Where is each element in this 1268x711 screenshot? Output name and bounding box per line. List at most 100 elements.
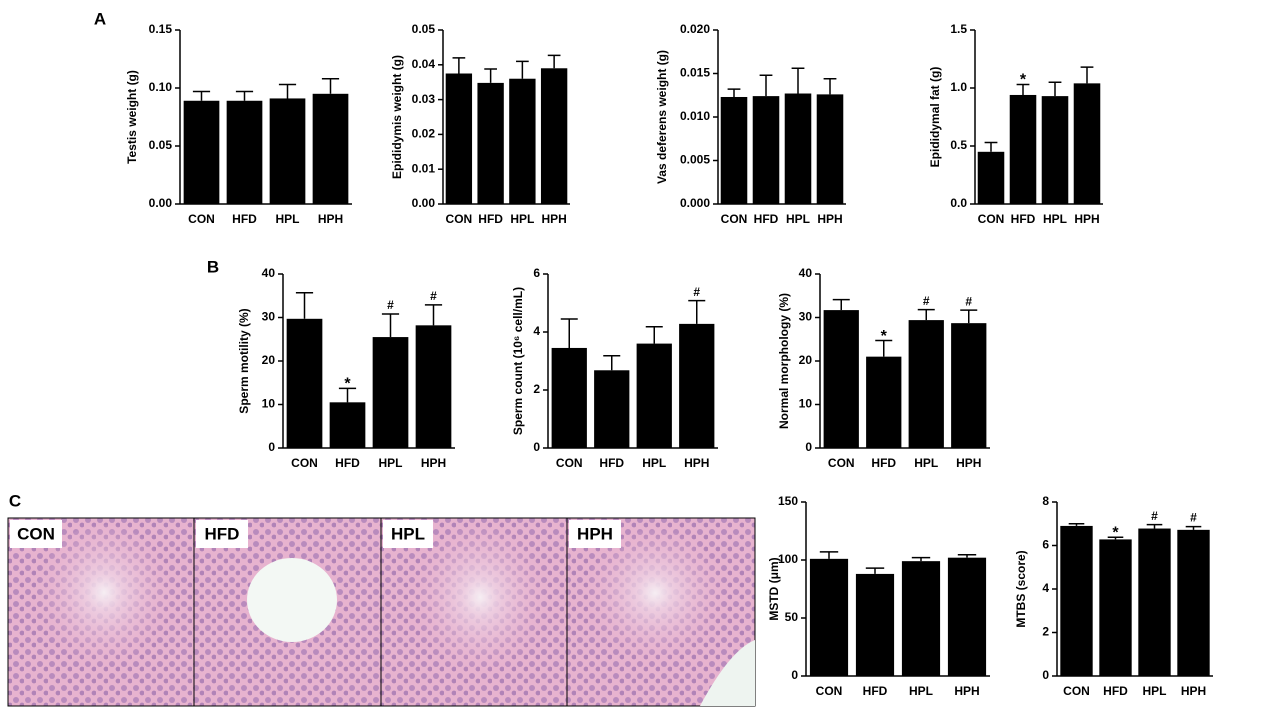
bar bbox=[183, 100, 220, 204]
y-tick-label: 100 bbox=[778, 552, 798, 566]
x-tick-label: HPH bbox=[954, 684, 979, 698]
bar bbox=[372, 337, 409, 448]
error-bar bbox=[917, 308, 935, 321]
x-tick-label: HPL bbox=[510, 212, 534, 226]
significance-mark: * bbox=[1112, 524, 1119, 541]
y-tick-label: 0.01 bbox=[412, 161, 436, 175]
bar bbox=[947, 557, 987, 676]
x-tick-label: CON bbox=[816, 684, 843, 698]
y-tick-label: 1.5 bbox=[950, 22, 967, 36]
x-tick-label: CON bbox=[1063, 684, 1090, 698]
bar bbox=[908, 320, 944, 448]
x-tick-label: HPH bbox=[1074, 212, 1099, 226]
y-tick-label: 0.000 bbox=[680, 196, 710, 210]
error-bar bbox=[424, 304, 443, 326]
y-tick-label: 2 bbox=[533, 382, 540, 396]
bar bbox=[784, 93, 812, 204]
y-tick-label: 40 bbox=[262, 266, 276, 280]
x-tick-label: CON bbox=[446, 212, 473, 226]
x-tick-label: CON bbox=[828, 456, 855, 470]
error-bar bbox=[727, 88, 741, 97]
x-tick-label: HPH bbox=[541, 212, 566, 226]
interstitium bbox=[700, 640, 755, 706]
x-tick-label: HPL bbox=[642, 456, 666, 470]
error-bar bbox=[484, 68, 497, 83]
x-tick-label: HFD bbox=[863, 684, 888, 698]
y-tick-label: 6 bbox=[533, 266, 540, 280]
y-tick-label: 0.10 bbox=[149, 80, 173, 94]
error-bar bbox=[1185, 525, 1202, 530]
bar bbox=[679, 323, 715, 448]
error-bar bbox=[1080, 66, 1094, 84]
bar bbox=[901, 561, 941, 676]
error-bar bbox=[1107, 536, 1124, 540]
bar bbox=[1073, 83, 1101, 204]
label-bg bbox=[569, 520, 621, 548]
y-tick-label: 10 bbox=[262, 397, 276, 411]
x-tick-label: CON bbox=[721, 212, 748, 226]
y-tick-label: 0.05 bbox=[412, 22, 436, 36]
bar bbox=[977, 151, 1005, 204]
histology-image: HPL bbox=[380, 517, 568, 707]
error-bar bbox=[865, 567, 885, 574]
y-tick-label: 0 bbox=[533, 440, 540, 454]
y-tick-label: 0.005 bbox=[680, 153, 710, 167]
error-bar bbox=[192, 90, 211, 101]
bar bbox=[551, 347, 587, 448]
y-axis-label: Epididymal fat (g) bbox=[928, 67, 942, 168]
error-bar bbox=[911, 556, 931, 562]
x-tick-label: HPH bbox=[421, 456, 446, 470]
significance-mark: # bbox=[1190, 511, 1197, 525]
bar bbox=[816, 94, 844, 204]
y-tick-label: 0.015 bbox=[680, 66, 710, 80]
y-tick-label: 0 bbox=[791, 668, 798, 682]
image-label: HFD bbox=[205, 524, 240, 543]
x-tick-label: CON bbox=[978, 212, 1005, 226]
histology-image: HFD bbox=[193, 517, 382, 707]
tubule bbox=[583, 530, 727, 670]
image-label: HPH bbox=[577, 524, 613, 543]
x-tick-label: HFD bbox=[335, 456, 360, 470]
error-bar bbox=[278, 83, 297, 99]
x-tick-label: HFD bbox=[871, 456, 896, 470]
x-tick-label: HPH bbox=[684, 456, 709, 470]
chart: 0.0 0.5 1.0 1.5 Epididymal fat (g) CON HFD * HPL… bbox=[928, 22, 1103, 226]
y-axis-label: MSTD (μm) bbox=[767, 557, 781, 620]
error-bar bbox=[235, 90, 254, 101]
chart: 0.000 0.005 0.010 0.015 0.020 Vas deferens we… bbox=[655, 22, 846, 226]
significance-mark: * bbox=[1020, 72, 1027, 89]
histology-image: HPH bbox=[566, 517, 756, 707]
panel-label: A bbox=[94, 9, 106, 28]
bar bbox=[269, 98, 306, 204]
error-bar bbox=[1068, 523, 1085, 526]
y-tick-label: 0.04 bbox=[412, 57, 436, 71]
bar bbox=[445, 73, 473, 204]
y-tick-label: 6 bbox=[1042, 538, 1049, 552]
bar bbox=[866, 356, 902, 448]
x-tick-label: CON bbox=[188, 212, 215, 226]
y-tick-label: 1.0 bbox=[950, 80, 967, 94]
significance-mark: # bbox=[923, 294, 930, 308]
y-tick-label: 8 bbox=[1042, 494, 1049, 508]
bar bbox=[1099, 539, 1132, 676]
y-axis-label: Testis weight (g) bbox=[125, 70, 139, 164]
y-tick-label: 2 bbox=[1042, 625, 1049, 639]
bar bbox=[312, 93, 349, 204]
chart: 0 2 4 6 Sperm count (10⁶ cell/mL) CON HFD HPL HP… bbox=[511, 266, 718, 470]
error-bar bbox=[688, 299, 706, 324]
tubule bbox=[247, 558, 337, 642]
chart: 0 10 20 30 40 Normal morphology (%) CON HFD * HPL… bbox=[777, 266, 990, 470]
y-tick-label: 40 bbox=[799, 266, 813, 280]
x-tick-label: HPL bbox=[276, 212, 300, 226]
x-tick-label: HPL bbox=[786, 212, 810, 226]
x-tick-label: HFD bbox=[478, 212, 503, 226]
error-bar bbox=[984, 141, 998, 152]
bar bbox=[415, 325, 452, 448]
y-tick-label: 0.0 bbox=[950, 196, 967, 210]
bar bbox=[951, 323, 987, 448]
x-tick-label: HPH bbox=[817, 212, 842, 226]
x-tick-label: HPL bbox=[909, 684, 933, 698]
error-bar bbox=[832, 298, 850, 311]
y-axis-label: Vas deferens weight (g) bbox=[655, 50, 669, 184]
bar bbox=[594, 370, 630, 448]
